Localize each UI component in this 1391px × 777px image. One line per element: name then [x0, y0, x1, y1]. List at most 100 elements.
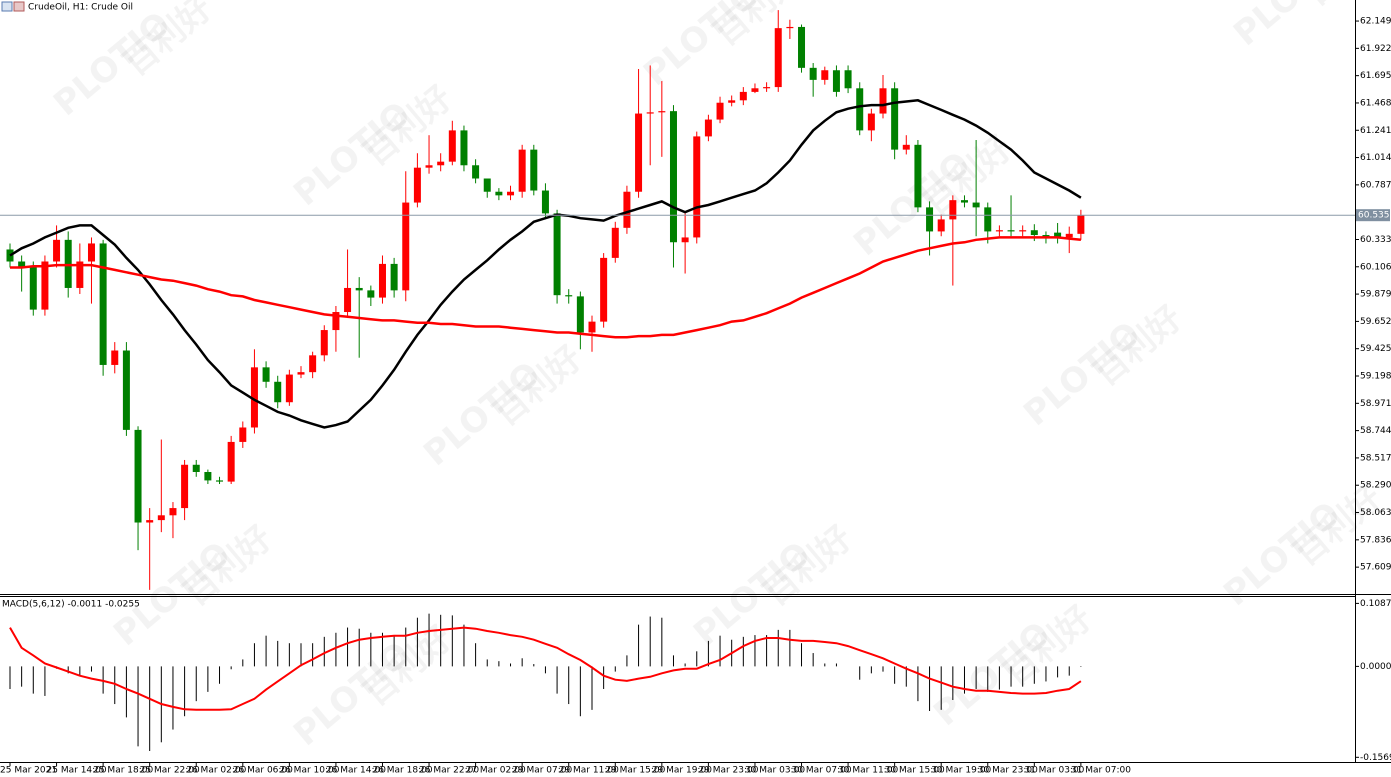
candle-body — [518, 149, 526, 192]
x-tick-label: 25 Mar 14:00 — [47, 766, 107, 776]
candle-body — [774, 28, 782, 88]
x-tick-label: 30 Mar 23:00 — [978, 766, 1038, 776]
y-tick-label: -0.1569 — [1360, 753, 1391, 763]
candle-body — [541, 190, 549, 214]
candle-body — [250, 367, 258, 428]
x-tick-label: 29 Mar 23:00 — [698, 766, 758, 776]
candle-body — [378, 263, 386, 298]
symbol-icon — [1, 1, 25, 12]
candle-body — [332, 312, 340, 331]
candle-body — [972, 202, 980, 208]
candle-body — [157, 515, 165, 521]
x-tick-label: 27 Mar 02:00 — [466, 766, 526, 776]
candle-body — [914, 144, 922, 208]
candle-body — [693, 136, 701, 238]
moving-average — [10, 236, 1082, 339]
y-tick-label: 61.468 — [1360, 98, 1391, 108]
candle-body — [821, 70, 829, 80]
candle-body — [239, 427, 247, 442]
y-tick-label: 59.198 — [1360, 372, 1391, 382]
y-tick-label: 60.787 — [1360, 180, 1391, 190]
candle-body — [18, 261, 26, 268]
candle-body — [483, 178, 491, 192]
y-tick-label: 61.922 — [1360, 44, 1391, 54]
x-tick-label: 26 Mar 06:00 — [233, 766, 293, 776]
x-tick-label: 25 Mar 18:00 — [93, 766, 153, 776]
candle-body — [856, 88, 864, 131]
y-tick-label: 0.1087 — [1360, 599, 1391, 609]
candle-body — [285, 374, 293, 403]
candle-body — [739, 91, 747, 101]
candle-body — [262, 367, 270, 382]
candle-body — [181, 464, 189, 509]
y-tick-label: 58.971 — [1360, 399, 1391, 409]
x-tick-label: 26 Mar 22:00 — [419, 766, 479, 776]
icon — [1, 1, 13, 12]
candle-body — [879, 88, 887, 114]
x-tick-label: 26 Mar 02:00 — [186, 766, 246, 776]
x-tick-label: 29 Mar 15:00 — [605, 766, 665, 776]
candle-body — [99, 243, 107, 365]
candle-body — [1065, 233, 1073, 238]
candle-body — [413, 167, 421, 203]
candle-body — [798, 26, 806, 68]
candle-body — [1054, 232, 1062, 238]
candle-body — [111, 350, 119, 365]
candle-body — [926, 207, 934, 232]
x-tick-label: 29 Mar 11:00 — [559, 766, 619, 776]
candle-body — [635, 113, 643, 192]
candle-body — [402, 202, 410, 291]
candle-body — [53, 239, 61, 262]
candle-body — [984, 207, 992, 232]
candle-body — [507, 191, 515, 196]
y-tick-label: 61.695 — [1360, 71, 1391, 81]
x-tick-label: 26 Mar 18:00 — [372, 766, 432, 776]
x-tick-label: 26 Mar 14:00 — [326, 766, 386, 776]
y-tick-label: 58.063 — [1360, 508, 1391, 518]
candle-body — [1077, 215, 1085, 234]
candle-body — [76, 261, 84, 288]
y-tick-label: 0.0000 — [1360, 662, 1391, 672]
candle-body — [448, 130, 456, 162]
x-tick-label: 29 Mar 07:00 — [512, 766, 572, 776]
y-tick-label: 57.609 — [1360, 563, 1391, 573]
candle-body — [367, 290, 375, 298]
candle-body — [460, 130, 468, 166]
candle-body — [565, 295, 573, 297]
candle-body — [1030, 230, 1038, 236]
candle-body — [949, 200, 957, 220]
chart-title: CrudeOil, H1: Crude Oil — [28, 3, 133, 13]
candle-body — [646, 112, 654, 114]
candle-body — [530, 149, 538, 191]
x-tick-label: 26 Mar 10:00 — [279, 766, 339, 776]
candle-body — [751, 88, 759, 92]
candle-body — [937, 219, 945, 232]
candle-body — [704, 119, 712, 137]
candle-body — [320, 330, 328, 356]
x-tick-label: 30 Mar 19:00 — [931, 766, 991, 776]
candle-body — [297, 372, 305, 375]
icon — [13, 1, 25, 12]
candle-body — [134, 429, 142, 523]
candle-body — [611, 227, 619, 258]
candle-body — [844, 70, 852, 89]
candle-body — [192, 464, 200, 472]
candle-body — [274, 381, 282, 403]
signal-line — [9, 626, 1082, 711]
candle-body — [216, 480, 224, 482]
y-tick-label: 59.879 — [1360, 290, 1391, 300]
candle-body — [995, 230, 1003, 232]
candle-body — [681, 237, 689, 243]
candle-body — [553, 213, 561, 296]
candle-body — [344, 287, 352, 313]
y-tick-label: 58.744 — [1360, 426, 1391, 436]
candle-body — [902, 144, 910, 150]
candle-body — [786, 26, 794, 29]
candle-body — [355, 287, 363, 291]
candle-body — [169, 508, 177, 516]
x-tick-label: 30 Mar 11:00 — [838, 766, 898, 776]
candle-body — [669, 111, 677, 243]
x-tick-label: 29 Mar 19:00 — [652, 766, 712, 776]
